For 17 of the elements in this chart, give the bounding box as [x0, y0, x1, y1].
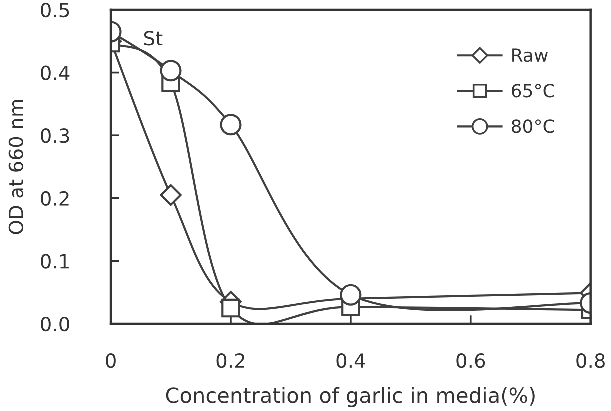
y-axis-title: OD at 660 nm	[8, 100, 24, 234]
x-axis-title: Concentration of garlic in media(%)	[166, 387, 535, 408]
y-tick-label: 0.4	[41, 66, 70, 80]
y-tick-label: 0.0	[41, 316, 70, 332]
y-tick-label: 0.5	[41, 2, 70, 18]
x-tick-label: 0.8	[576, 354, 605, 368]
x-tick-label: 0	[106, 354, 116, 368]
legend-label: 65°C	[512, 84, 554, 98]
y-tick-label: 0.1	[41, 254, 69, 269]
y-tick-label: 0.2	[41, 191, 69, 206]
x-tick-label: 0.6	[456, 354, 486, 368]
y-tick-label: 0.3	[41, 128, 70, 144]
x-tick-label: 0.2	[216, 354, 244, 368]
legend-label: 80°C	[512, 120, 554, 134]
legend-label: Raw	[512, 48, 548, 62]
x-tick-label: 0.4	[336, 354, 366, 368]
annotation: St	[144, 31, 163, 46]
